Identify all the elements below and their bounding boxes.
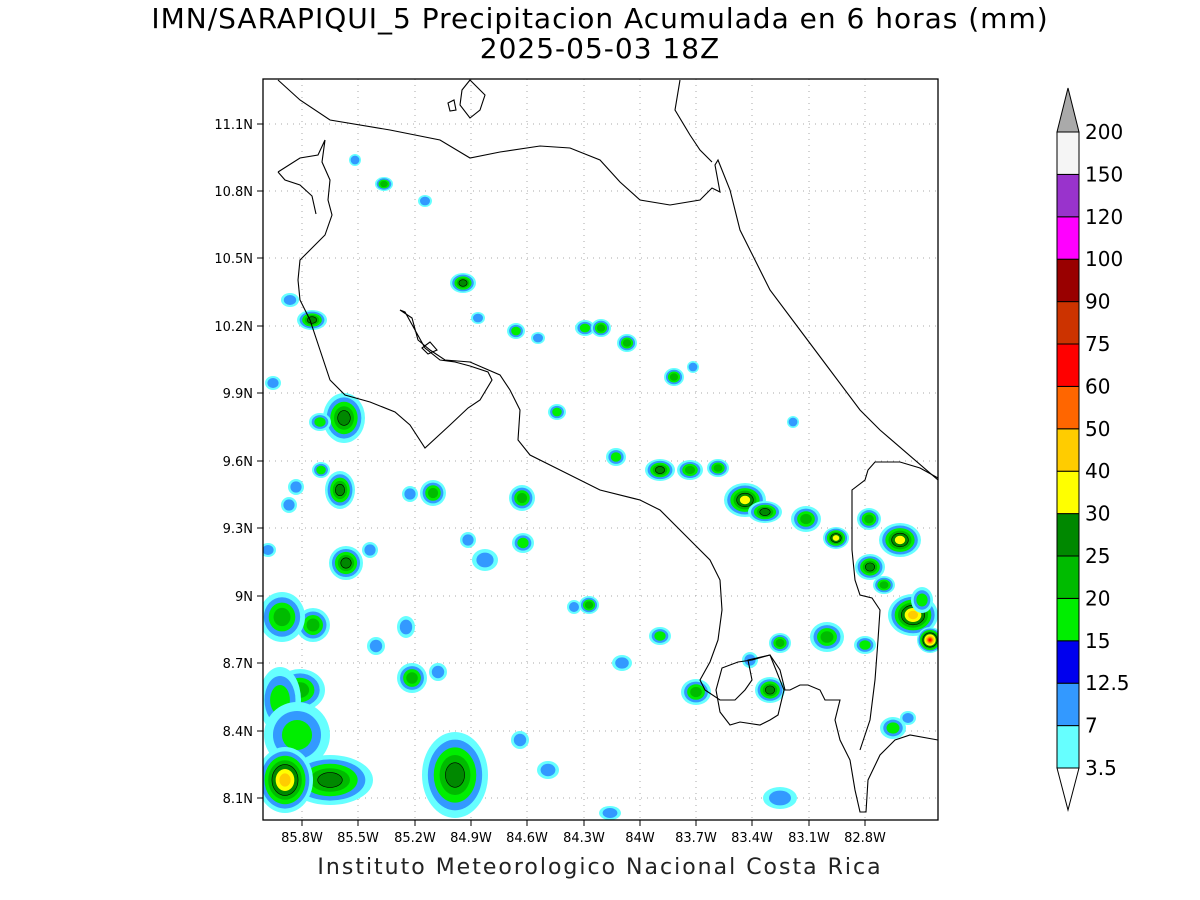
latitude-tick-label: 8.1N (223, 792, 253, 807)
longitude-tick-label: 84W (625, 831, 655, 846)
colorbar-min-arrow (1056, 767, 1080, 812)
colorbar-label: 90 (1085, 290, 1110, 314)
longitude-tick-label: 82.8W (844, 831, 886, 846)
footer-credit: Instituto Meteorologico Nacional Costa R… (317, 855, 883, 880)
longitude-tick-label: 83.4W (731, 831, 773, 846)
longitude-tick-label: 84.3W (563, 831, 605, 846)
colorbar-label: 3.5 (1085, 756, 1117, 780)
colorbar-swatch (1056, 513, 1080, 557)
colorbar-swatch (1056, 343, 1080, 387)
colorbar-swatch (1056, 555, 1080, 599)
colorbar-label: 20 (1085, 586, 1110, 610)
longitude-tick-label: 85.2W (394, 831, 436, 846)
colorbar-label: 25 (1085, 544, 1110, 568)
map-title: IMN/SARAPIQUI_5 Precipitacion Acumulada … (151, 2, 1049, 35)
colorbar-label: 100 (1085, 247, 1123, 271)
map-date: 2025-05-03 18Z (479, 32, 721, 65)
colorbar-label: 40 (1085, 459, 1110, 483)
colorbar-swatch (1056, 258, 1080, 303)
latitude-tick-label: 10.5N (214, 252, 253, 267)
longitude-tick-label: 83.7W (675, 831, 717, 846)
colorbar-swatch (1056, 597, 1080, 642)
colorbar-label: 200 (1085, 120, 1123, 144)
colorbar-label: 30 (1085, 502, 1110, 526)
colorbar-legend: 3.5 7 12.5 15 20 25 30 40 50 60 75 90 100 120 150 200 (1056, 87, 1130, 812)
colorbar-label: 15 (1085, 629, 1110, 653)
colorbar-label: 50 (1085, 417, 1110, 441)
latitude-tick-label: 9.6N (223, 455, 253, 470)
latitude-tick-label: 9.9N (223, 387, 253, 402)
colorbar-label: 150 (1085, 162, 1123, 186)
map-gridlines (263, 79, 938, 820)
latitude-tick-label: 8.4N (223, 725, 253, 740)
longitude-tick-label: 84.6W (506, 831, 548, 846)
colorbar-label: 120 (1085, 205, 1123, 229)
latitude-tick-label: 8.7N (223, 657, 253, 672)
colorbar-label: 75 (1085, 332, 1110, 356)
latitude-tick-label: 11.1N (214, 118, 253, 133)
colorbar-swatch (1056, 216, 1080, 260)
colorbar-swatch (1056, 428, 1080, 472)
longitude-tick-label: 85.8W (281, 831, 323, 846)
longitude-tick-label: 83.1W (788, 831, 830, 846)
colorbar-label: 12.5 (1085, 671, 1130, 695)
colorbar-swatch (1056, 173, 1080, 218)
colorbar-swatch (1056, 640, 1080, 684)
colorbar-max-arrow (1056, 87, 1080, 133)
colorbar-swatch (1056, 470, 1080, 515)
precipitation-cells (263, 154, 938, 820)
latitude-tick-label: 10.2N (214, 320, 253, 335)
colorbar-swatch (1056, 725, 1080, 769)
colorbar-swatch (1056, 385, 1080, 430)
longitude-tick-label: 84.9W (450, 831, 492, 846)
latitude-tick-label: 10.8N (214, 185, 253, 200)
longitude-ticks: 85.8W 85.5W 85.2W 84.9W 84.6W 84.3W 84W 83.7W 83… (281, 820, 886, 846)
coastline-borders (277, 79, 938, 813)
colorbar-swatch (1056, 682, 1080, 727)
colorbar-label: 60 (1085, 374, 1110, 398)
colorbar-swatch (1056, 301, 1080, 345)
colorbar-label: 7 (1085, 714, 1098, 738)
latitude-tick-label: 9.3N (223, 522, 253, 537)
latitude-tick-label: 9N (235, 590, 253, 605)
map-frame (262, 78, 939, 821)
latitude-ticks: 11.1N 10.8N 10.5N 10.2N 9.9N 9.6N 9.3N 9N 8.7N 8.… (214, 118, 263, 807)
longitude-tick-label: 85.5W (337, 831, 379, 846)
colorbar-swatch (1056, 131, 1080, 175)
